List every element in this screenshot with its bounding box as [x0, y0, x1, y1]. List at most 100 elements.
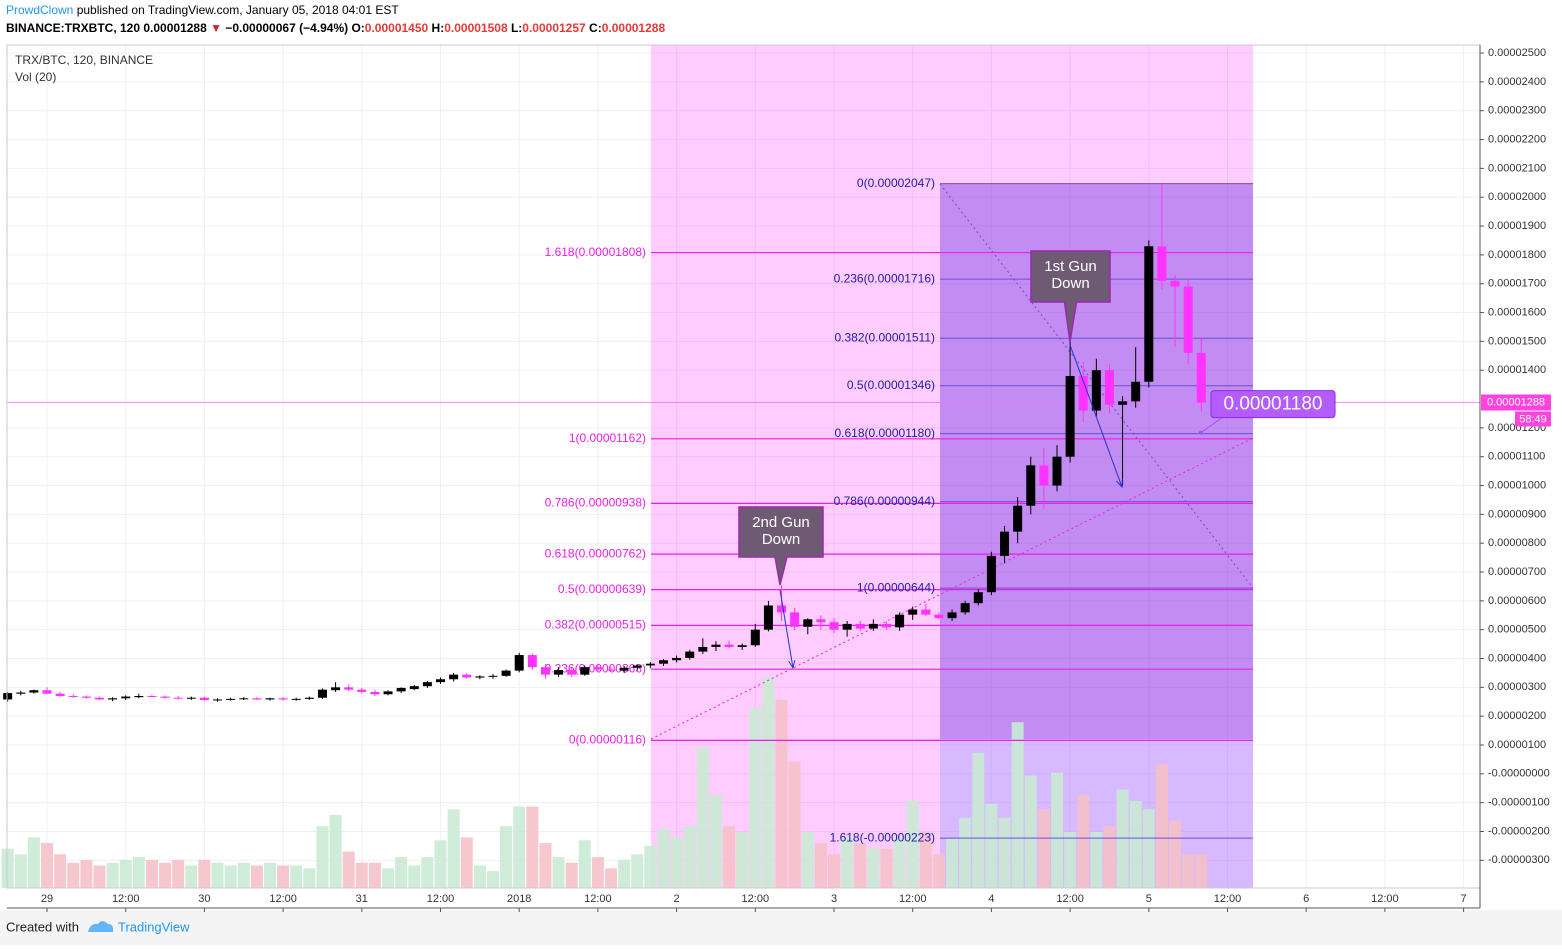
- y-tick-label: 0.00001900: [1488, 220, 1546, 232]
- countdown-box: [1515, 411, 1551, 427]
- candle-body: [344, 687, 354, 690]
- volume-bar: [342, 851, 355, 888]
- candle-body: [658, 660, 668, 664]
- volume-bar: [618, 859, 631, 888]
- author[interactable]: ProwdClown: [6, 3, 73, 17]
- candle-body: [1000, 531, 1010, 556]
- volume-bar: [972, 753, 985, 888]
- candle-body: [213, 699, 223, 701]
- volume-bar: [788, 761, 801, 888]
- candle-body: [147, 695, 157, 697]
- y-tick-label: 0.00001000: [1488, 479, 1546, 491]
- candle-body: [304, 697, 314, 699]
- volume-bar: [723, 826, 736, 888]
- fib-label: 0.618(0.00000762): [545, 546, 646, 560]
- candle-body: [580, 667, 590, 675]
- ohlc-value: 0.00001450: [365, 21, 429, 35]
- volume-bar: [277, 865, 290, 888]
- volume-bar: [1077, 795, 1090, 888]
- volume-bar: [382, 868, 395, 888]
- y-tick-label: 0.00001700: [1488, 278, 1546, 290]
- candle-body: [934, 614, 944, 619]
- volume-bar: [329, 814, 342, 888]
- candle-body: [1131, 381, 1141, 402]
- volume-bar: [395, 857, 408, 888]
- fib-label: 0.236(0.00001716): [834, 271, 935, 285]
- y-tick-label: 0.00002100: [1488, 162, 1546, 174]
- x-tick-label: 6: [1303, 893, 1309, 905]
- last: 0.00001288: [143, 21, 207, 35]
- ohlc-value: 0.00001508: [444, 21, 508, 35]
- y-tick-label: 0.00000200: [1488, 710, 1546, 722]
- x-tick-label: 7: [1461, 893, 1467, 905]
- candle-body: [737, 645, 747, 647]
- fib-label: 0.786(0.00000944): [834, 494, 935, 508]
- volume-bar: [486, 871, 499, 888]
- volume-bar: [539, 843, 552, 888]
- volume-bar: [578, 840, 591, 888]
- volume-bar: [893, 837, 906, 888]
- arrow-head: [1116, 478, 1123, 489]
- y-tick-label: 0.00002400: [1488, 76, 1546, 88]
- candle-body: [908, 609, 918, 615]
- footer-created: Created with: [6, 919, 79, 934]
- candle-body: [868, 623, 878, 629]
- x-tick-label: 31: [356, 893, 368, 905]
- volume-bar: [801, 831, 814, 888]
- volume-bar: [828, 854, 841, 888]
- volume-bar: [709, 795, 722, 888]
- candle-body: [803, 619, 813, 627]
- candle-body: [1157, 246, 1167, 281]
- volume-bar: [41, 843, 54, 888]
- candle-body: [1144, 246, 1154, 382]
- candle-body: [895, 614, 905, 628]
- volume-bar: [500, 826, 513, 888]
- fib-label: 1.618(0.00001808): [545, 245, 646, 259]
- candle-body: [986, 555, 996, 593]
- volume-bar: [1155, 764, 1168, 888]
- volume-bar: [224, 865, 237, 888]
- candle-body: [554, 670, 564, 675]
- fib-label: 0.382(0.00001511): [834, 330, 935, 344]
- candle-body: [3, 693, 13, 700]
- footer-brand[interactable]: TradingView: [118, 919, 190, 934]
- fib-label: 0(0.00002047): [857, 176, 935, 190]
- fib-label: 0.618(0.00001180): [834, 426, 935, 440]
- candle-body: [462, 674, 472, 678]
- candle-body: [81, 696, 91, 698]
- volume-bar: [14, 854, 27, 888]
- x-tick-label: 12:00: [899, 893, 927, 905]
- candle-body: [134, 695, 144, 698]
- candle-body: [55, 693, 65, 696]
- x-tick-label: 4: [988, 893, 994, 905]
- volume-bar: [513, 806, 526, 888]
- x-tick-label: 12:00: [112, 893, 140, 905]
- candle-body: [42, 690, 52, 694]
- symbol: BINANCE:TRXBTC, 120: [6, 21, 140, 35]
- volume-bar: [145, 859, 158, 888]
- candle-body: [855, 623, 865, 629]
- candle-body: [1026, 465, 1036, 506]
- candle-body: [501, 670, 511, 676]
- note-box: [1210, 390, 1336, 419]
- arrow: ▼: [210, 21, 222, 35]
- candle-body: [331, 687, 341, 691]
- volume-bar: [919, 831, 932, 888]
- candle-body: [422, 682, 432, 687]
- volume-bar: [355, 862, 368, 888]
- note-anchor: [1199, 430, 1203, 435]
- last-price-box: [1481, 394, 1551, 411]
- candle-body: [121, 696, 131, 699]
- volume-bar: [985, 803, 998, 888]
- candle-body: [199, 697, 209, 701]
- fib-label: 1(0.00000644): [857, 580, 935, 594]
- fib-label: 0.5(0.00001346): [847, 378, 935, 392]
- candle-body: [226, 698, 236, 700]
- volume-bar: [670, 837, 683, 888]
- volume-bar: [1064, 831, 1077, 888]
- candle-body: [527, 655, 537, 668]
- candle-body: [1118, 401, 1128, 405]
- ohlc-value: 0.00001288: [602, 21, 666, 35]
- candle-body: [947, 612, 957, 619]
- candle-body: [606, 669, 616, 671]
